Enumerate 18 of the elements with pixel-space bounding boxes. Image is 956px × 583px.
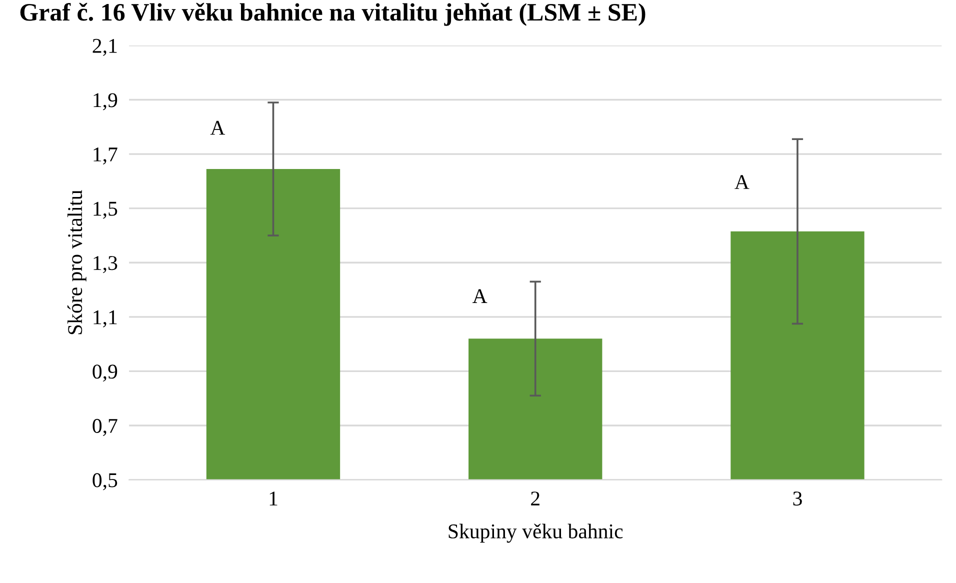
annotation: A: [734, 175, 750, 189]
x-tick-label: 1: [270, 492, 278, 506]
y-tick-label: 1,1: [94, 310, 117, 328]
y-tick-label: 0,9: [92, 364, 118, 382]
y-tick-label: 2,1: [92, 38, 117, 56]
y-tick-label: 0,7: [92, 418, 118, 436]
x-tick-label: 2: [531, 492, 540, 506]
y-tick-label: 0,5: [92, 473, 118, 490]
y-axis-title: Skóre pro vitalitu: [67, 190, 86, 334]
chart-title: Graf č. 16 Vliv věku bahnice na vitalitu jehňat (LSM ± SE): [20, 2, 646, 26]
y-tick-label: 1,5: [94, 202, 118, 219]
y-tick-label: 1,3: [94, 256, 118, 274]
y-tick-label: 1,9: [94, 93, 118, 110]
y-tick-label: 1,7: [94, 148, 118, 164]
x-tick-label: 3: [793, 492, 802, 506]
x-axis-title: Skupiny věku bahnic: [448, 524, 623, 543]
annotation: A: [472, 289, 488, 303]
annotation: A: [210, 120, 226, 135]
